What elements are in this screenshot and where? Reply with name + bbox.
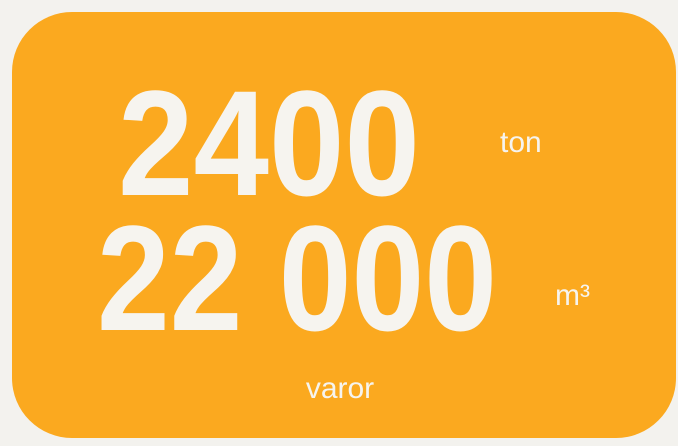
stat-value: 2400: [118, 59, 420, 227]
caption: varor: [306, 372, 374, 405]
stat-value: 22 000: [97, 194, 497, 362]
stat-unit: ton: [500, 126, 542, 159]
card-background: [12, 12, 676, 438]
stat-unit: m³: [555, 279, 590, 312]
